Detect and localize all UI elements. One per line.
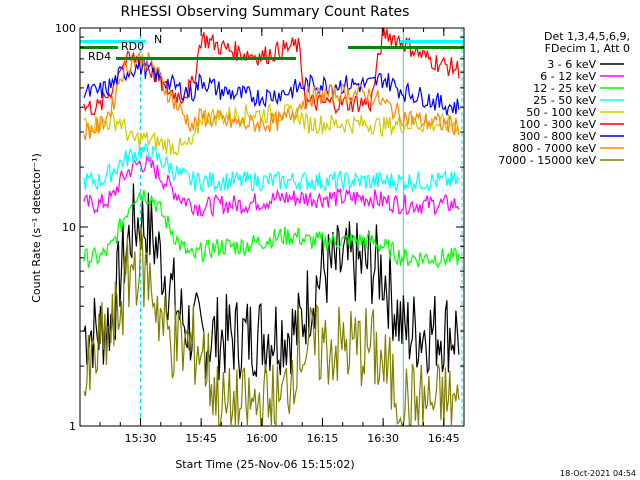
series-line-8 <box>83 52 460 141</box>
x-tick-label: 16:00 <box>246 432 278 445</box>
x-tick-label: 15:30 <box>125 432 157 445</box>
series-layer <box>83 28 460 428</box>
x-tick-label: 16:30 <box>367 432 399 445</box>
series-line-2 <box>83 154 460 218</box>
timestamp-label: 18-Oct-2021 04:54 <box>560 469 636 478</box>
y-tick-label: 10 <box>62 221 76 234</box>
legend-label-5: 50 - 100 keV <box>526 106 596 119</box>
rd0-flag-label: RD0 <box>121 40 144 53</box>
ticks-layer: 1 10 100 15:30 15:45 16:00 16:15 16:30 16:45 <box>55 22 465 445</box>
legend-header-line2: FDecim 1, Att 0 <box>545 42 630 55</box>
x-axis-label: Start Time (25-Nov-06 15:15:02) <box>175 458 354 471</box>
legend-label-8: 800 - 7000 keV <box>512 142 596 155</box>
x-tick-label: 16:15 <box>307 432 339 445</box>
rd0-flag-bar-right <box>348 46 464 49</box>
legend-label-6: 100 - 300 keV <box>519 118 596 131</box>
y-tick-label: 1 <box>69 420 76 433</box>
n-flag-bar <box>80 40 146 43</box>
series-line-9 <box>83 225 460 428</box>
legend-label-3: 12 - 25 keV <box>533 82 596 95</box>
legend-label-9: 7000 - 15000 keV <box>498 154 596 167</box>
x-tick-label: 15:45 <box>185 432 217 445</box>
series-line-3 <box>83 189 460 269</box>
rd4-flag-bar <box>116 57 296 60</box>
legend-label-1: 3 - 6 keV <box>547 58 596 71</box>
y-tick-label: 100 <box>55 22 76 35</box>
chart-title: RHESSI Observing Summary Count Rates <box>121 4 410 20</box>
rd0-flag-bar <box>80 46 118 49</box>
series-line-1 <box>83 183 460 381</box>
rd4-flag-label: RD4 <box>88 50 111 63</box>
legend-label-7: 300 - 800 keV <box>519 130 596 143</box>
legend-label-2: 6 - 12 keV <box>540 70 596 83</box>
legend-label-4: 25 - 50 keV <box>533 94 596 107</box>
n-flag-label: N <box>154 33 162 46</box>
series-line-4 <box>83 142 460 194</box>
legend-header-line1: Det 1,3,4,5,6,9, <box>544 30 630 43</box>
n-flag-bar-right <box>400 40 464 43</box>
y-axis-label: Count Rate (s⁻¹ detector⁻¹) <box>30 153 43 303</box>
overlay-layer: N RD0 RD4 <box>80 33 464 63</box>
x-tick-label: 16:45 <box>428 432 460 445</box>
